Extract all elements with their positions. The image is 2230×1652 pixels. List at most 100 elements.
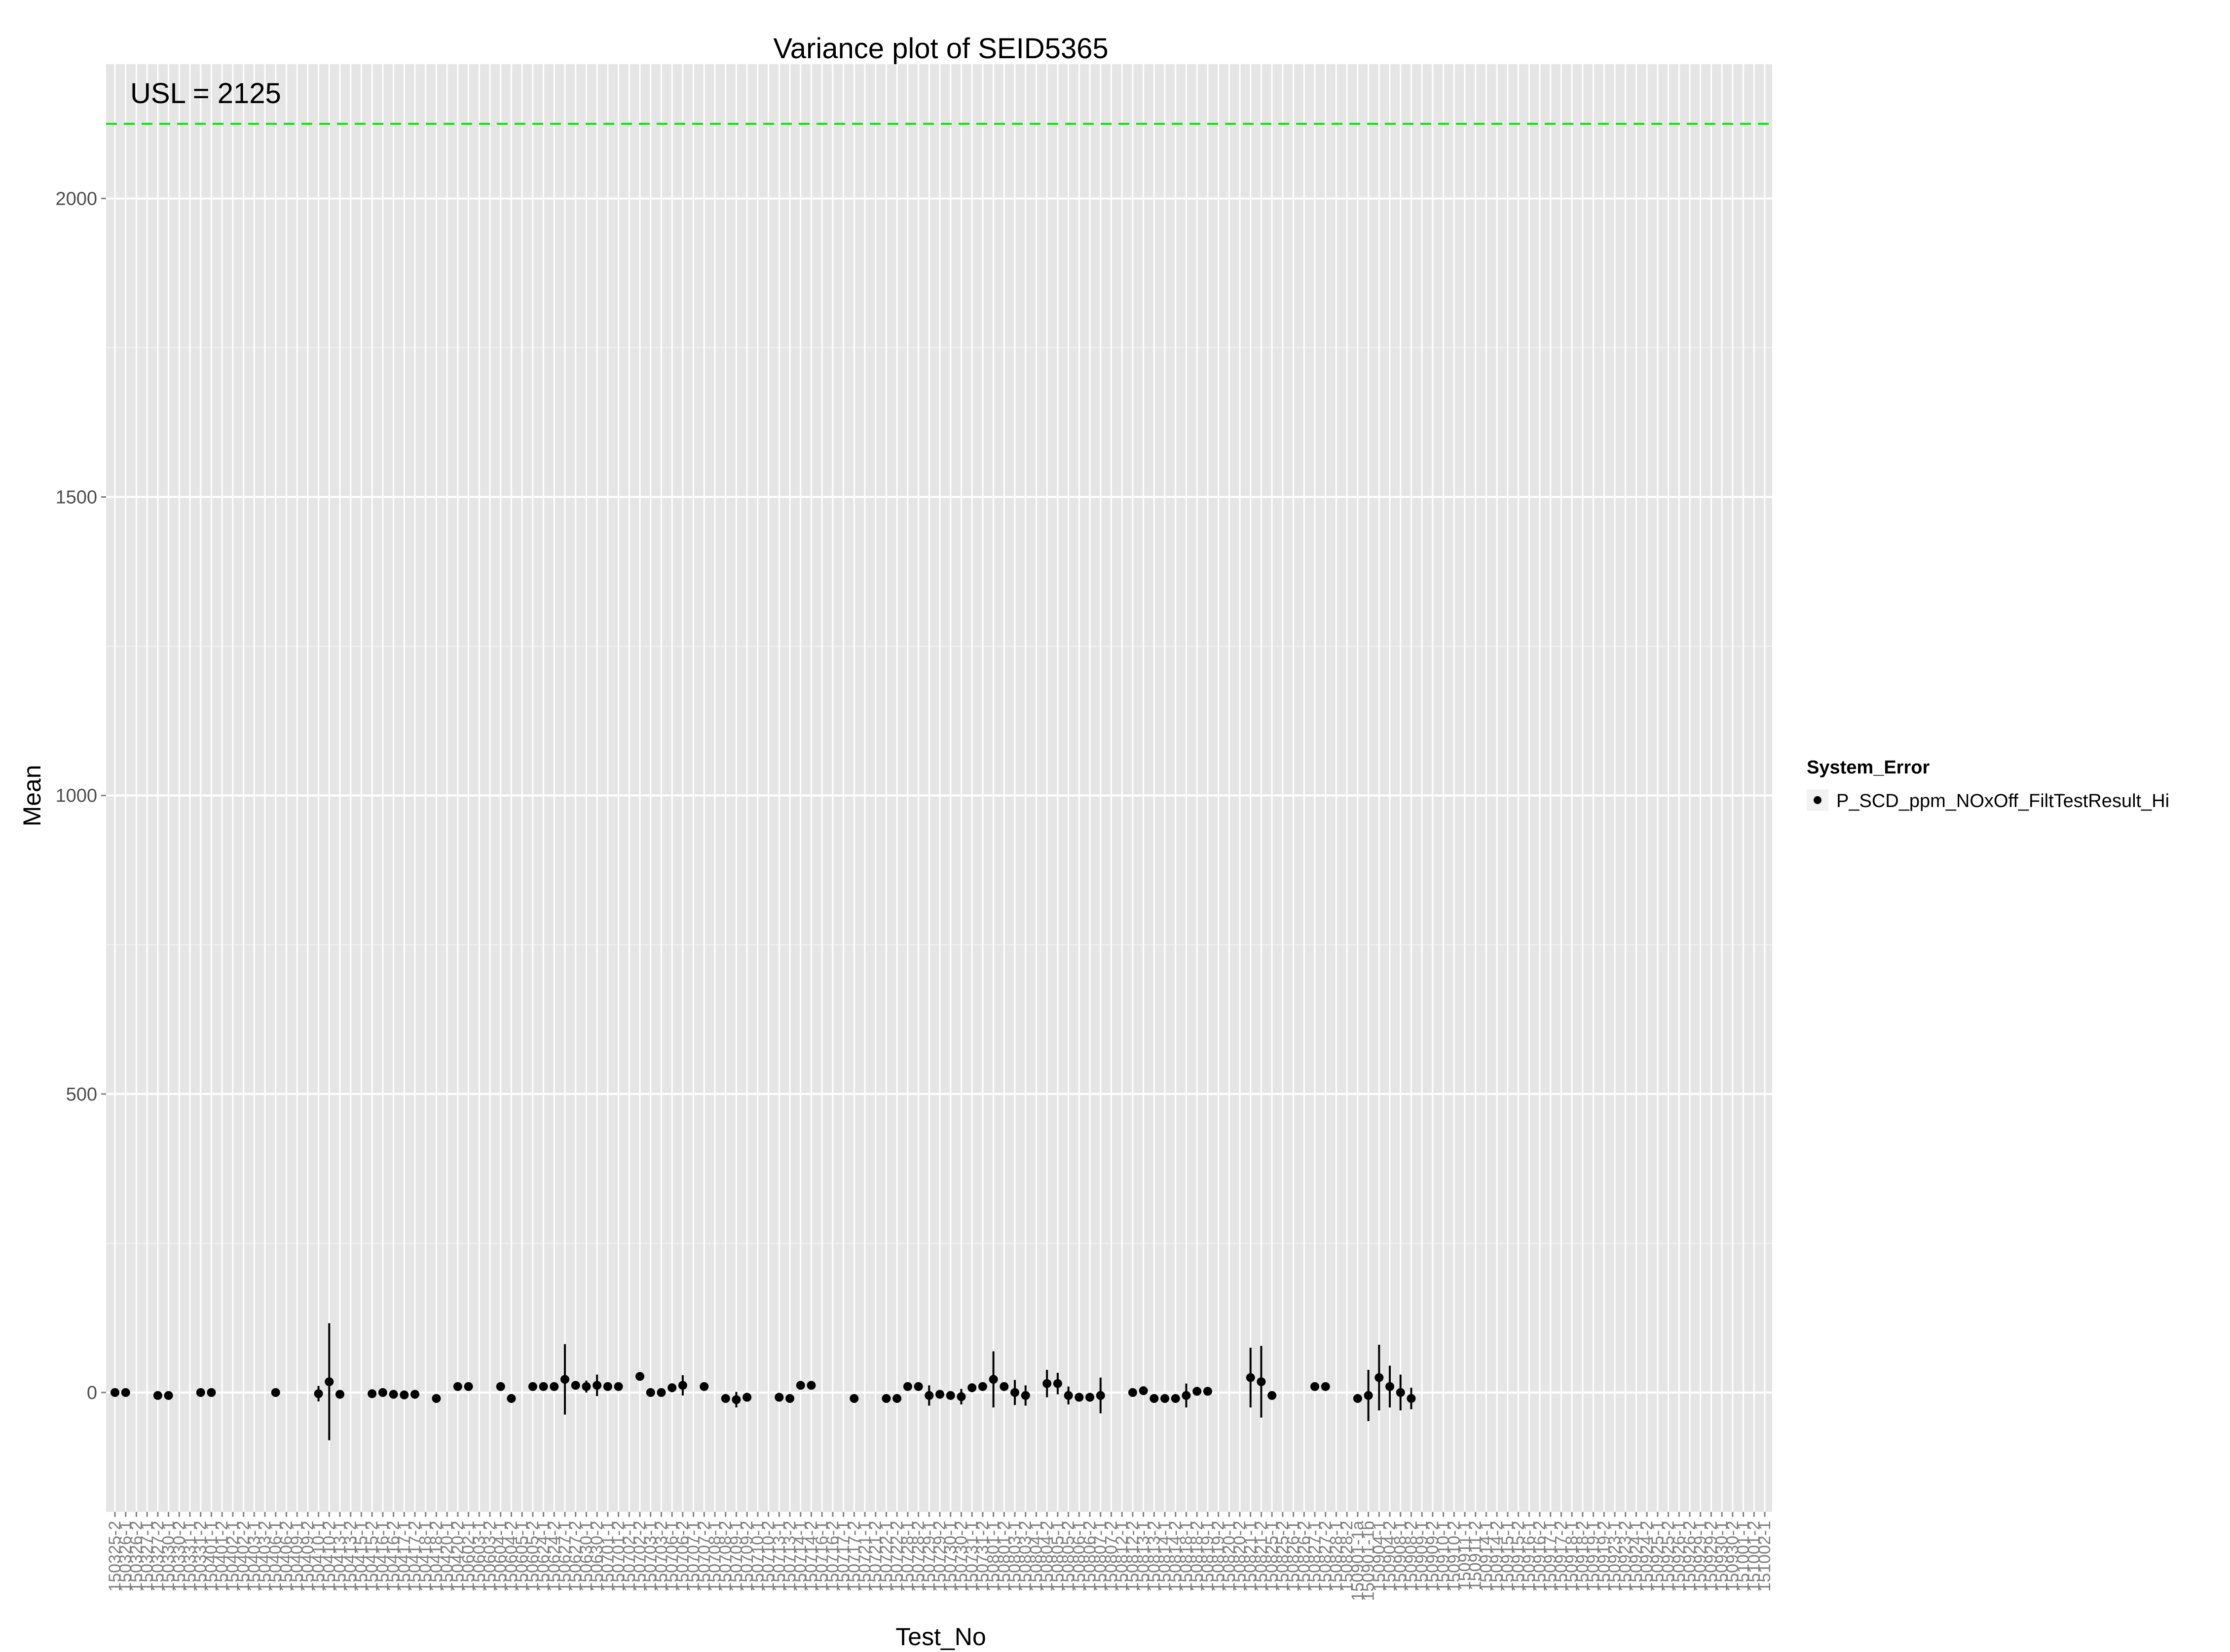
x-tick-label: 150627-1 xyxy=(556,1521,574,1592)
data-point xyxy=(389,1390,398,1399)
x-tick-label: 150826-2 xyxy=(1295,1521,1313,1592)
x-tick-label: 151001-2 xyxy=(1745,1521,1763,1592)
x-tick-label: 150706-2 xyxy=(673,1521,692,1592)
data-point xyxy=(903,1382,912,1391)
x-tick-label: 151002-1 xyxy=(1755,1521,1774,1592)
x-tick-label: 150827-2 xyxy=(1316,1521,1335,1592)
x-tick-label: 150624-2 xyxy=(545,1521,563,1592)
data-point xyxy=(882,1394,891,1403)
x-tick-label: 150702-2 xyxy=(631,1521,649,1592)
x-tick-label: 150917-2 xyxy=(1552,1521,1570,1592)
data-point xyxy=(1096,1391,1105,1400)
x-tick-label: 150401-2 xyxy=(213,1521,231,1592)
x-tick-label: 150916-2 xyxy=(1530,1521,1549,1592)
data-point xyxy=(196,1388,205,1397)
x-tick-label: 150819-2 xyxy=(1209,1521,1228,1592)
data-point xyxy=(807,1381,816,1390)
data-point xyxy=(1257,1377,1266,1387)
data-point xyxy=(528,1382,537,1391)
x-tick-label: 150728-1 xyxy=(898,1521,917,1592)
data-point xyxy=(271,1388,280,1397)
x-tick-label: 150909-1 xyxy=(1412,1521,1431,1592)
x-tick-label: 150915-2 xyxy=(1509,1521,1528,1592)
x-tick-label: 150915-1 xyxy=(1498,1521,1517,1592)
data-point xyxy=(410,1390,419,1399)
data-point xyxy=(785,1394,794,1403)
x-tick-label: 150925-2 xyxy=(1659,1521,1678,1592)
x-tick-label: 150713-2 xyxy=(780,1521,799,1592)
x-tick-label: 150717-2 xyxy=(845,1521,863,1592)
x-axis-title: Test_No xyxy=(895,1623,986,1651)
data-point xyxy=(464,1382,473,1391)
data-point xyxy=(453,1382,462,1391)
x-tick-label: 150722-1 xyxy=(877,1521,895,1592)
x-tick-label: 150825-1 xyxy=(1263,1521,1281,1592)
x-tick-label: 150804-2 xyxy=(1038,1521,1056,1592)
data-point xyxy=(1171,1394,1180,1403)
data-point xyxy=(946,1391,955,1400)
data-point xyxy=(550,1382,559,1391)
x-tick-label: 150821-2 xyxy=(1252,1521,1270,1592)
data-point xyxy=(539,1382,548,1391)
data-point xyxy=(978,1382,987,1391)
x-tick-label: 150710-2 xyxy=(759,1521,778,1592)
x-tick-label: 150714-1 xyxy=(791,1521,810,1592)
data-point xyxy=(678,1381,687,1390)
data-point xyxy=(111,1388,119,1397)
x-tick-label: 150722-2 xyxy=(888,1521,906,1592)
x-tick-label: 150929-1 xyxy=(1691,1521,1710,1592)
x-tick-label: 150716-2 xyxy=(823,1521,842,1592)
legend-point-icon xyxy=(1814,796,1821,804)
x-tick-label: 150420-2 xyxy=(448,1521,467,1592)
x-tick-label: 150917-1 xyxy=(1541,1521,1560,1592)
x-tick-label: 150820-1 xyxy=(1220,1521,1238,1592)
x-tick-label: 150805-1 xyxy=(1048,1521,1067,1592)
data-point xyxy=(335,1390,344,1399)
x-tick-label: 150930-2 xyxy=(1723,1521,1742,1592)
x-tick-label: 150820-2 xyxy=(1230,1521,1249,1592)
data-point xyxy=(1000,1382,1009,1391)
data-point xyxy=(1364,1391,1373,1400)
data-point xyxy=(378,1388,387,1397)
x-tick-label: 150805-2 xyxy=(1059,1521,1078,1592)
x-tick-label: 150409-2 xyxy=(298,1521,317,1592)
x-tick-label: 150910-2 xyxy=(1445,1521,1463,1592)
x-tick-label: 150708-2 xyxy=(716,1521,735,1592)
x-tick-label: 150814-1 xyxy=(1155,1521,1174,1592)
data-point xyxy=(989,1375,998,1384)
x-tick-label: 150901-1b xyxy=(1359,1521,1378,1601)
data-point xyxy=(1310,1382,1319,1391)
x-tick-label: 150818-1 xyxy=(1177,1521,1195,1592)
data-point xyxy=(1021,1391,1030,1400)
x-tick-label: 150707-1 xyxy=(684,1521,703,1592)
data-point xyxy=(1085,1393,1094,1402)
x-tick-label: 150924-1 xyxy=(1627,1521,1645,1592)
data-point xyxy=(121,1388,130,1397)
y-tick-label: 1500 xyxy=(55,487,97,508)
x-tick-label: 150630-1 xyxy=(577,1521,595,1592)
x-tick-label: 150812-1 xyxy=(1113,1521,1131,1592)
data-point xyxy=(796,1381,805,1390)
x-tick-label: 150919-2 xyxy=(1595,1521,1613,1592)
data-point xyxy=(1139,1386,1148,1395)
x-tick-label: 150918-1 xyxy=(1562,1521,1581,1592)
x-tick-label: 150801-1 xyxy=(984,1521,1003,1592)
data-point xyxy=(400,1390,409,1399)
y-tick-label: 500 xyxy=(66,1084,97,1105)
x-tick-label: 150828-1 xyxy=(1327,1521,1345,1592)
x-tick-label: 150703-2 xyxy=(652,1521,670,1592)
data-point xyxy=(164,1391,173,1400)
legend-label: P_SCD_ppm_NOxOff_FiltTestResult_Hi xyxy=(1836,791,2169,811)
x-tick-label: 150924-2 xyxy=(1637,1521,1656,1592)
data-point xyxy=(325,1377,334,1387)
data-point xyxy=(1385,1382,1394,1391)
legend-title: System_Error xyxy=(1807,757,1930,778)
x-tick-label: 150812-2 xyxy=(1123,1521,1142,1592)
data-point xyxy=(668,1383,677,1393)
data-point xyxy=(1075,1393,1084,1402)
x-tick-label: 150416-2 xyxy=(384,1521,403,1592)
x-tick-label: 150627-2 xyxy=(566,1521,585,1592)
data-point xyxy=(153,1391,162,1400)
x-tick-label: 150813-1 xyxy=(1134,1521,1153,1592)
x-tick-label: 150904-1 xyxy=(1370,1521,1388,1592)
